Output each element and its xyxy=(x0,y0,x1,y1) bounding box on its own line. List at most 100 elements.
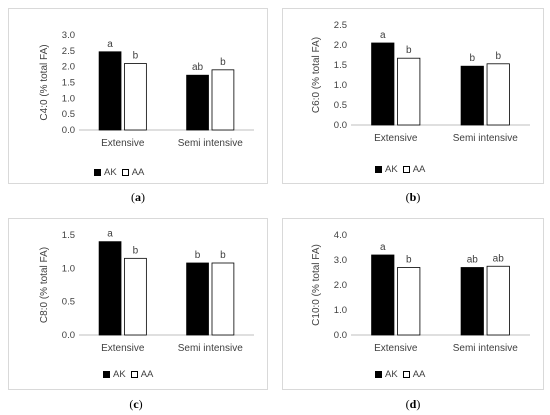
significance-letter: ab xyxy=(493,253,505,264)
caption-letter-b: b xyxy=(409,190,417,204)
chart-panel-d: 0.0 1.0 2.0 3.0 4.0 C10:0 (% total FA) a b Exten… xyxy=(282,218,544,390)
legend-item-ak: AK xyxy=(375,369,398,380)
legend-label-aa: AA xyxy=(131,167,145,178)
chart-svg-b: 0.0 0.5 1.0 1.5 2.0 2.5 C6:0 (% total FA) a b Ext… xyxy=(311,20,530,144)
legend-label-aa: AA xyxy=(140,369,154,380)
legend-item-aa: AA xyxy=(130,369,154,380)
legend-label-ak: AK xyxy=(104,167,117,178)
bar-ak-semi-intensive xyxy=(460,65,484,126)
x-category-label: Semi intensive xyxy=(453,133,518,144)
legend-item-ak: AK xyxy=(94,167,117,178)
bar-aa-semi-intensive xyxy=(486,63,510,126)
bar-aa-extensive xyxy=(397,57,421,126)
significance-letter: ab xyxy=(467,255,479,266)
y-tick-label: 1.0 xyxy=(334,305,347,316)
legend-swatch-aa xyxy=(402,371,410,378)
y-tick-label: 0.0 xyxy=(62,125,75,136)
significance-letter: a xyxy=(380,242,386,253)
y-tick-label: 4.0 xyxy=(334,230,347,241)
y-tick-label: 1.0 xyxy=(62,93,75,104)
y-axis-label: C4:0 (% total FA) xyxy=(39,44,50,120)
y-tick-label: 3.0 xyxy=(334,255,347,266)
significance-letter: b xyxy=(133,51,139,62)
y-tick-label: 0.0 xyxy=(62,330,75,341)
legend-swatch-aa xyxy=(121,169,129,176)
legend-item-ak: AK xyxy=(103,369,126,380)
bar-ak-extensive xyxy=(371,42,395,126)
bar-aa-semi-intensive xyxy=(211,262,235,336)
legend-swatch-ak xyxy=(94,169,101,176)
legend-swatch-aa xyxy=(402,166,410,173)
significance-letter: b xyxy=(406,45,412,56)
x-category-label: Semi intensive xyxy=(453,343,518,354)
caption-letter-a: a xyxy=(135,190,141,204)
legend-swatch-ak xyxy=(103,371,110,378)
significance-letter: a xyxy=(380,30,386,41)
x-category-label: Extensive xyxy=(374,343,418,354)
caption-b: (b) xyxy=(405,190,421,204)
y-tick-label: 1.5 xyxy=(334,60,347,71)
legend-swatch-ak xyxy=(375,371,382,378)
legend-c: AK AA xyxy=(103,369,158,380)
significance-letter: b xyxy=(406,255,412,266)
x-category-label: Semi intensive xyxy=(178,343,243,354)
caption-c: (c) xyxy=(129,397,143,411)
y-tick-label: 1.0 xyxy=(62,263,75,274)
chart-panel-a: 0.0 0.5 1.0 1.5 2.0 2.5 3.0 C4:0 (% total FA) a b… xyxy=(8,8,268,184)
legend-swatch-aa xyxy=(130,371,138,378)
chart-panel-b: 0.0 0.5 1.0 1.5 2.0 2.5 C6:0 (% total FA) a b Ext… xyxy=(282,8,544,184)
y-tick-label: 0.5 xyxy=(62,297,75,308)
bar-ak-semi-intensive xyxy=(186,74,209,131)
legend-d: AK AA xyxy=(375,369,430,380)
y-tick-label: 2.5 xyxy=(62,46,75,57)
legend-label-aa: AA xyxy=(412,369,426,380)
bar-ak-semi-intensive xyxy=(460,267,484,336)
y-axis-label: C6:0 (% total FA) xyxy=(311,37,322,113)
bar-aa-semi-intensive xyxy=(486,265,510,336)
significance-letter: b xyxy=(495,51,501,62)
bar-aa-extensive xyxy=(124,63,147,131)
legend-label-ak: AK xyxy=(113,369,126,380)
chart-panel-c: 0.0 0.5 1.0 1.5 C8:0 (% total FA) a b Extensive… xyxy=(8,218,268,390)
bar-aa-extensive xyxy=(124,257,147,336)
y-tick-label: 0.0 xyxy=(334,330,347,341)
y-tick-label: 2.0 xyxy=(334,280,347,291)
significance-letter: b xyxy=(220,57,226,68)
legend-a: AK AA xyxy=(94,167,149,178)
legend-swatch-ak xyxy=(375,166,382,173)
y-tick-label: 3.0 xyxy=(62,30,75,41)
legend-b: AK AA xyxy=(375,164,430,175)
legend-label-ak: AK xyxy=(385,369,398,380)
y-tick-label: 0.5 xyxy=(62,109,75,120)
y-tick-label: 2.0 xyxy=(334,40,347,51)
caption-letter-d: d xyxy=(409,397,417,411)
legend-label-aa: AA xyxy=(412,164,426,175)
x-category-label: Extensive xyxy=(101,138,145,149)
bar-ak-extensive xyxy=(98,51,122,131)
significance-letter: b xyxy=(220,250,226,261)
bar-ak-extensive xyxy=(371,254,395,336)
caption-d: (d) xyxy=(405,397,421,411)
y-tick-label: 0.5 xyxy=(334,100,347,111)
y-tick-label: 0.0 xyxy=(334,120,347,131)
significance-letter: a xyxy=(107,39,113,50)
significance-letter: b xyxy=(133,245,139,256)
legend-item-ak: AK xyxy=(375,164,398,175)
legend-label-ak: AK xyxy=(385,164,398,175)
y-tick-label: 1.5 xyxy=(62,230,75,241)
significance-letter: ab xyxy=(192,62,204,73)
significance-letter: a xyxy=(107,229,113,240)
significance-letter: b xyxy=(469,53,475,64)
caption-letter-c: c xyxy=(133,397,139,411)
bar-ak-extensive xyxy=(98,241,122,336)
chart-svg-c: 0.0 0.5 1.0 1.5 C8:0 (% total FA) a b Extensive… xyxy=(39,229,254,354)
x-category-label: Extensive xyxy=(101,343,145,354)
legend-item-aa: AA xyxy=(121,167,145,178)
bar-aa-extensive xyxy=(397,267,421,336)
legend-item-aa: AA xyxy=(402,164,426,175)
y-tick-label: 2.5 xyxy=(334,20,347,31)
chart-svg-a: 0.00.51.01.52.02.53.0C4:0 (% total FA)ab… xyxy=(39,30,254,149)
y-axis-label: C8:0 (% total FA) xyxy=(39,247,50,323)
y-tick-label: 1.0 xyxy=(334,80,347,91)
